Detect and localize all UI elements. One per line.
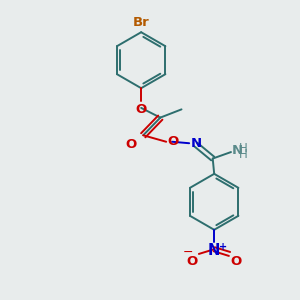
- Text: O: O: [125, 138, 137, 151]
- Text: O: O: [167, 135, 178, 148]
- Text: H: H: [238, 142, 247, 155]
- Text: N: N: [232, 144, 243, 158]
- Text: O: O: [187, 255, 198, 268]
- Text: Br: Br: [133, 16, 149, 29]
- Text: +: +: [220, 242, 228, 252]
- Text: N: N: [208, 243, 220, 258]
- Text: −: −: [182, 246, 193, 259]
- Text: O: O: [231, 255, 242, 268]
- Text: O: O: [135, 103, 146, 116]
- Text: N: N: [190, 137, 202, 150]
- Text: H: H: [238, 148, 247, 161]
